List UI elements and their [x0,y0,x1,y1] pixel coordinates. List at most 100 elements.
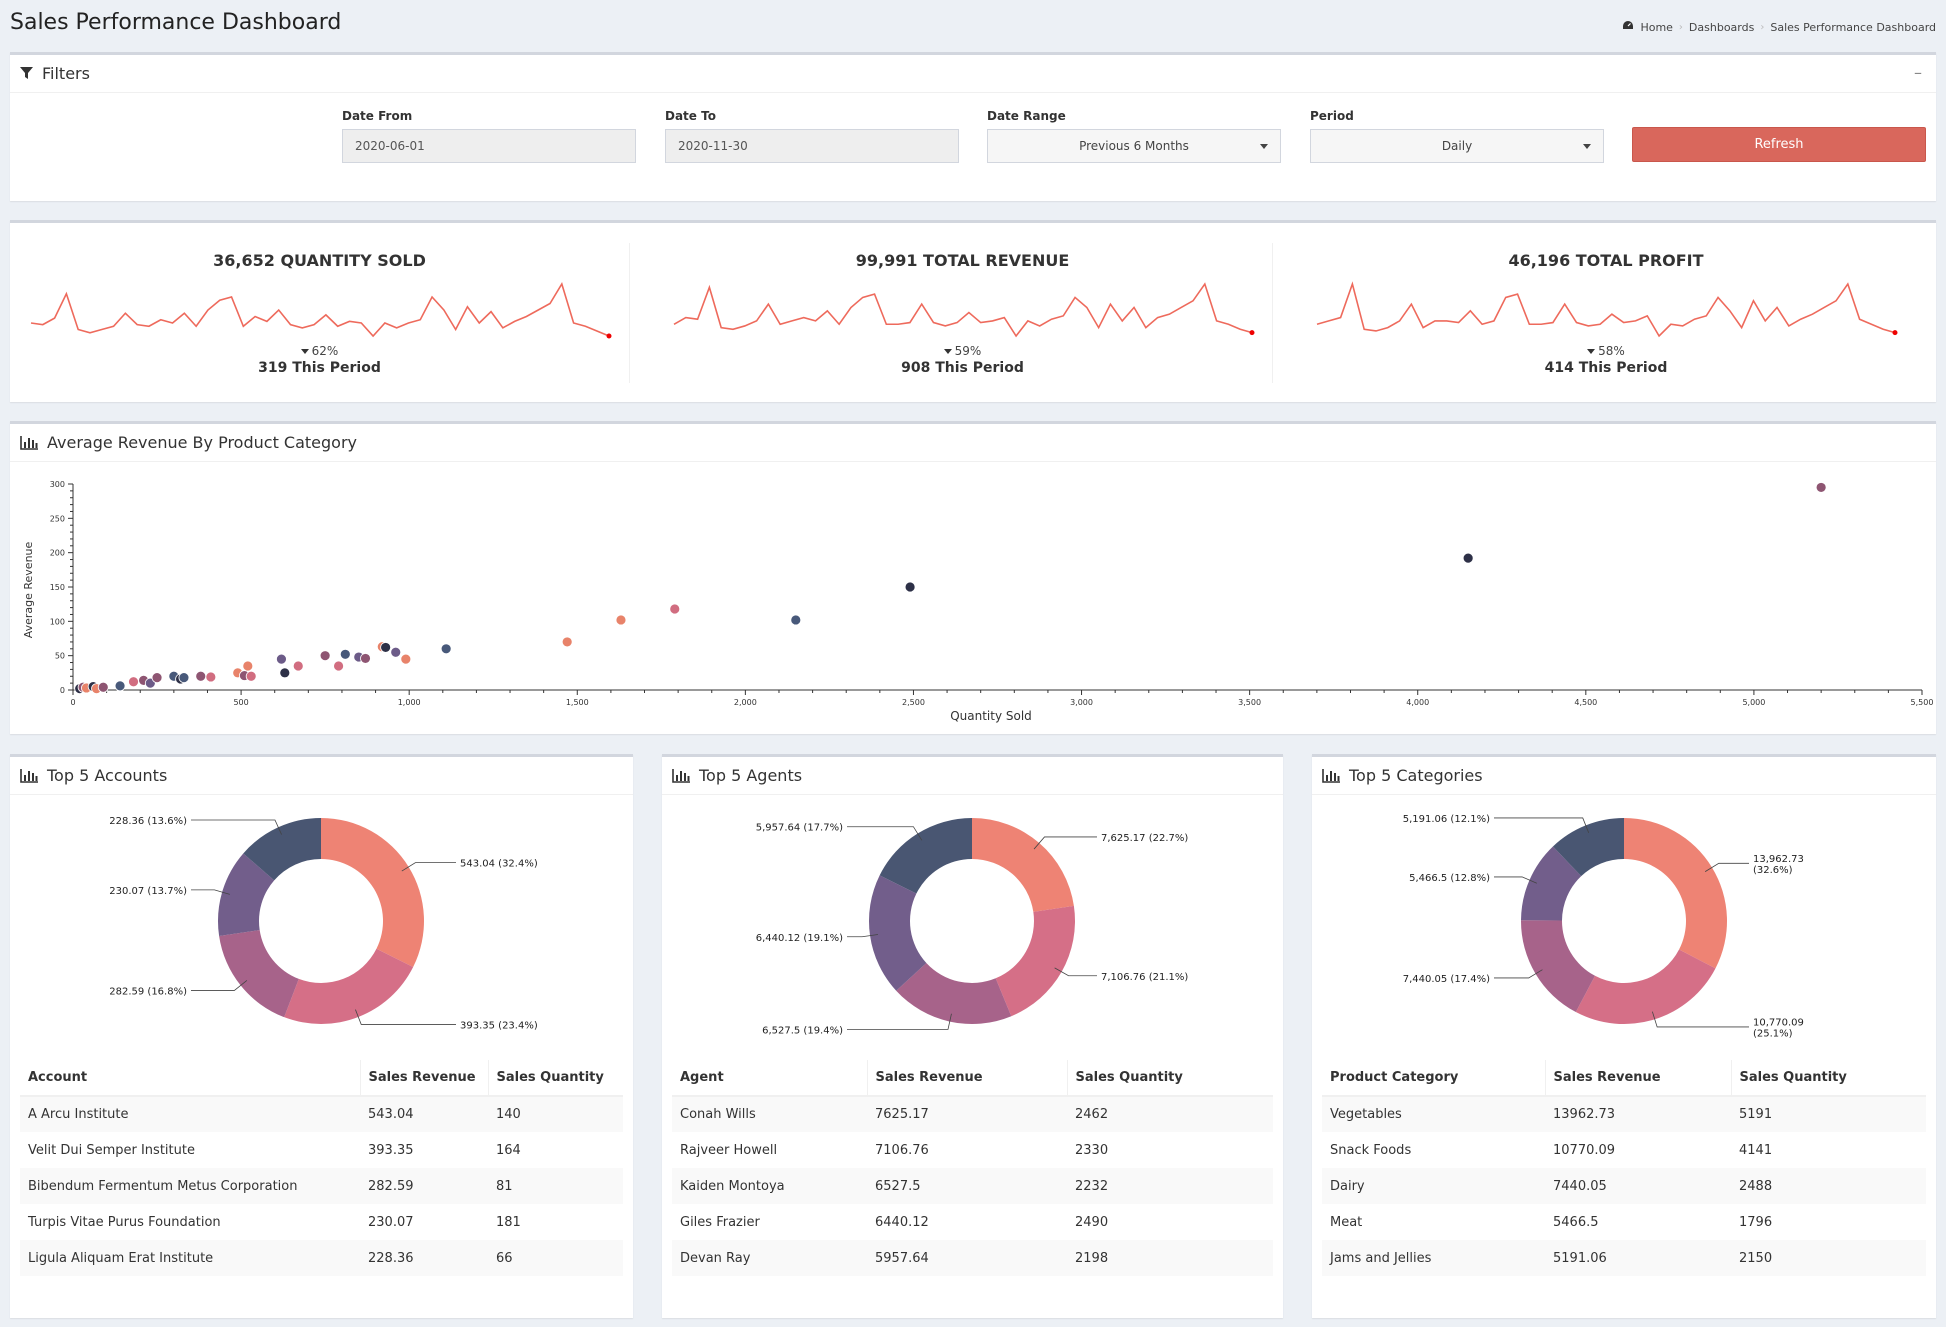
cell-revenue: 10770.09 [1553,1142,1616,1158]
cell-quantity: 140 [488,1096,623,1132]
kpi-panel: 36,652 QUANTITY SOLD 62% 319 This Period… [10,220,1936,402]
column-header[interactable]: Sales Quantity [1731,1060,1926,1097]
scatter-point [400,653,412,665]
column-header[interactable]: Account [20,1060,361,1097]
date-from-label: Date From [342,109,413,123]
y-tick-label: 300 [50,480,65,489]
date-to-label: Date To [665,109,716,123]
donut-leader-line [1704,862,1749,872]
cell-account: A Arcu Institute [20,1096,360,1132]
date-from-input[interactable]: 2020-06-01 [342,129,636,163]
collapse-button[interactable]: – [1914,63,1922,82]
donut-slice [1575,949,1716,1024]
date-range-label: Date Range [987,109,1066,123]
cell-revenue: 5191.06 [1545,1240,1731,1276]
top-accounts-title: Top 5 Accounts [47,766,168,785]
filters-header: Filters [10,55,1936,93]
x-tick-label: 2,500 [902,698,925,707]
table-row: Ligula Aliquam Erat Institute 228.36 66 [20,1240,623,1276]
cell-quantity: 2150 [1731,1240,1926,1276]
filter-icon [20,67,33,80]
column-header[interactable]: Sales Revenue [1545,1060,1732,1097]
top-agents-header: Top 5 Agents [662,757,1283,795]
sparkline-end-dot [606,333,611,339]
donut-leader-line [1494,817,1590,833]
donut-leader-line [191,980,248,991]
donut-leader-line [847,1013,952,1030]
table-row: Rajveer Howell 7106.76 2330 [672,1132,1273,1168]
cell-revenue: 282.59 [360,1168,488,1204]
column-header[interactable]: Sales Revenue [360,1060,489,1097]
bar-chart-icon [672,768,690,783]
cell-account: Velit Dui Semper Institute [28,1142,195,1158]
donut-slice [1624,818,1727,969]
scatter-point [333,660,344,672]
breadcrumb-dashboards[interactable]: Dashboards [1688,20,1755,34]
cell-revenue: 7625.17 [867,1096,1067,1132]
cell-revenue: 228.36 [360,1240,488,1276]
donut-label: 228.36 (13.6%) [109,816,187,827]
breadcrumb-separator: › [1678,21,1683,33]
table-header-row: Account Sales Revenue Sales Quantity [20,1060,623,1097]
scatter-point [339,648,351,660]
scatter-point [128,676,139,688]
cell-quantity: 2232 [1067,1168,1273,1204]
scatter-point [904,581,916,593]
y-tick-label: 150 [50,583,65,592]
caret-down-icon [1260,144,1268,149]
breadcrumb-home[interactable]: Home [1640,20,1673,34]
kpi-title: 36,652 QUANTITY SOLD [213,251,426,270]
date-range-select[interactable]: Previous 6 Months [987,129,1281,163]
donut-leader-line [191,819,282,835]
y-axis-label: Average Revenue [22,541,35,638]
donut-slice [1552,818,1624,877]
donut-leader-line [1494,969,1543,979]
breadcrumb-separator: › [1760,21,1765,33]
cell-account: Bibendum Fermentum Metus Corporation [20,1168,360,1204]
cell-revenue: 7106.76 [875,1142,929,1158]
top-accounts-panel: Top 5 Accounts 543.04 (32.4%) 393.35 (23.… [10,754,633,1318]
bar-chart-icon [20,435,38,450]
filters-title: Filters [42,64,90,83]
caret-down-icon [943,349,952,354]
column-header[interactable]: Sales Revenue [867,1060,1068,1097]
scatter-point [669,603,681,615]
period-label: Period [1310,109,1354,123]
donut-slice [879,818,972,894]
column-header[interactable]: Sales Quantity [1067,1060,1273,1097]
donut-label: 5,466.5 (12.8%) [1409,873,1490,884]
scatter-chart: Average Revenue Quantity Sold 0 500 1,000 1… [22,480,1933,723]
donut-label: 10,770.09 [1753,1017,1804,1028]
date-range-value: Previous 6 Months [1079,139,1189,153]
scatter-point [151,672,163,684]
refresh-button[interactable]: Refresh [1632,127,1926,162]
donut-label: 7,625.17 (22.7%) [1101,833,1188,844]
kpi-total-revenue: 99,991 TOTAL REVENUE 59% 908 This Period [653,243,1273,383]
agents-donut-chart: 7,625.17 (22.7%) 7,106.76 (21.1%) 6,527.5 … [756,818,1188,1036]
x-tick-label: 1,500 [566,698,589,707]
donut-label: 7,106.76 (21.1%) [1101,972,1188,983]
cell-quantity: 1796 [1739,1214,1773,1230]
period-group: Period Daily [1310,109,1604,163]
scatter-point [114,680,126,692]
cell-agent: Rajveer Howell [680,1142,778,1158]
kpi-change: 62% [10,344,629,358]
scatter-point [390,646,402,658]
table-row: Vegetables 13962.73 5191 [1322,1096,1926,1132]
filters-panel: Filters – Date From 2020-06-01 Date To 2… [10,52,1936,201]
scatter-point [380,642,392,653]
table-row: Velit Dui Semper Institute 393.35 164 [20,1132,623,1168]
donut-label: 282.59 (16.8%) [109,986,187,997]
column-header[interactable]: Agent [672,1060,868,1097]
column-header[interactable]: Sales Quantity [488,1060,623,1097]
column-header[interactable]: Product Category [1322,1060,1546,1097]
table-row: Snack Foods 10770.09 4141 [1322,1132,1926,1168]
period-select[interactable]: Daily [1310,129,1604,163]
sparkline [673,282,1254,338]
agents-table: Agent Sales Revenue Sales Quantity Conah… [672,1060,1273,1276]
scatter-point [615,614,627,626]
table-row: Jams and Jellies 5191.06 2150 [1322,1240,1926,1276]
date-to-input[interactable]: 2020-11-30 [665,129,959,163]
table-row: Dairy 7440.05 2488 [1322,1168,1926,1204]
kpi-change-value: 59% [954,344,982,358]
